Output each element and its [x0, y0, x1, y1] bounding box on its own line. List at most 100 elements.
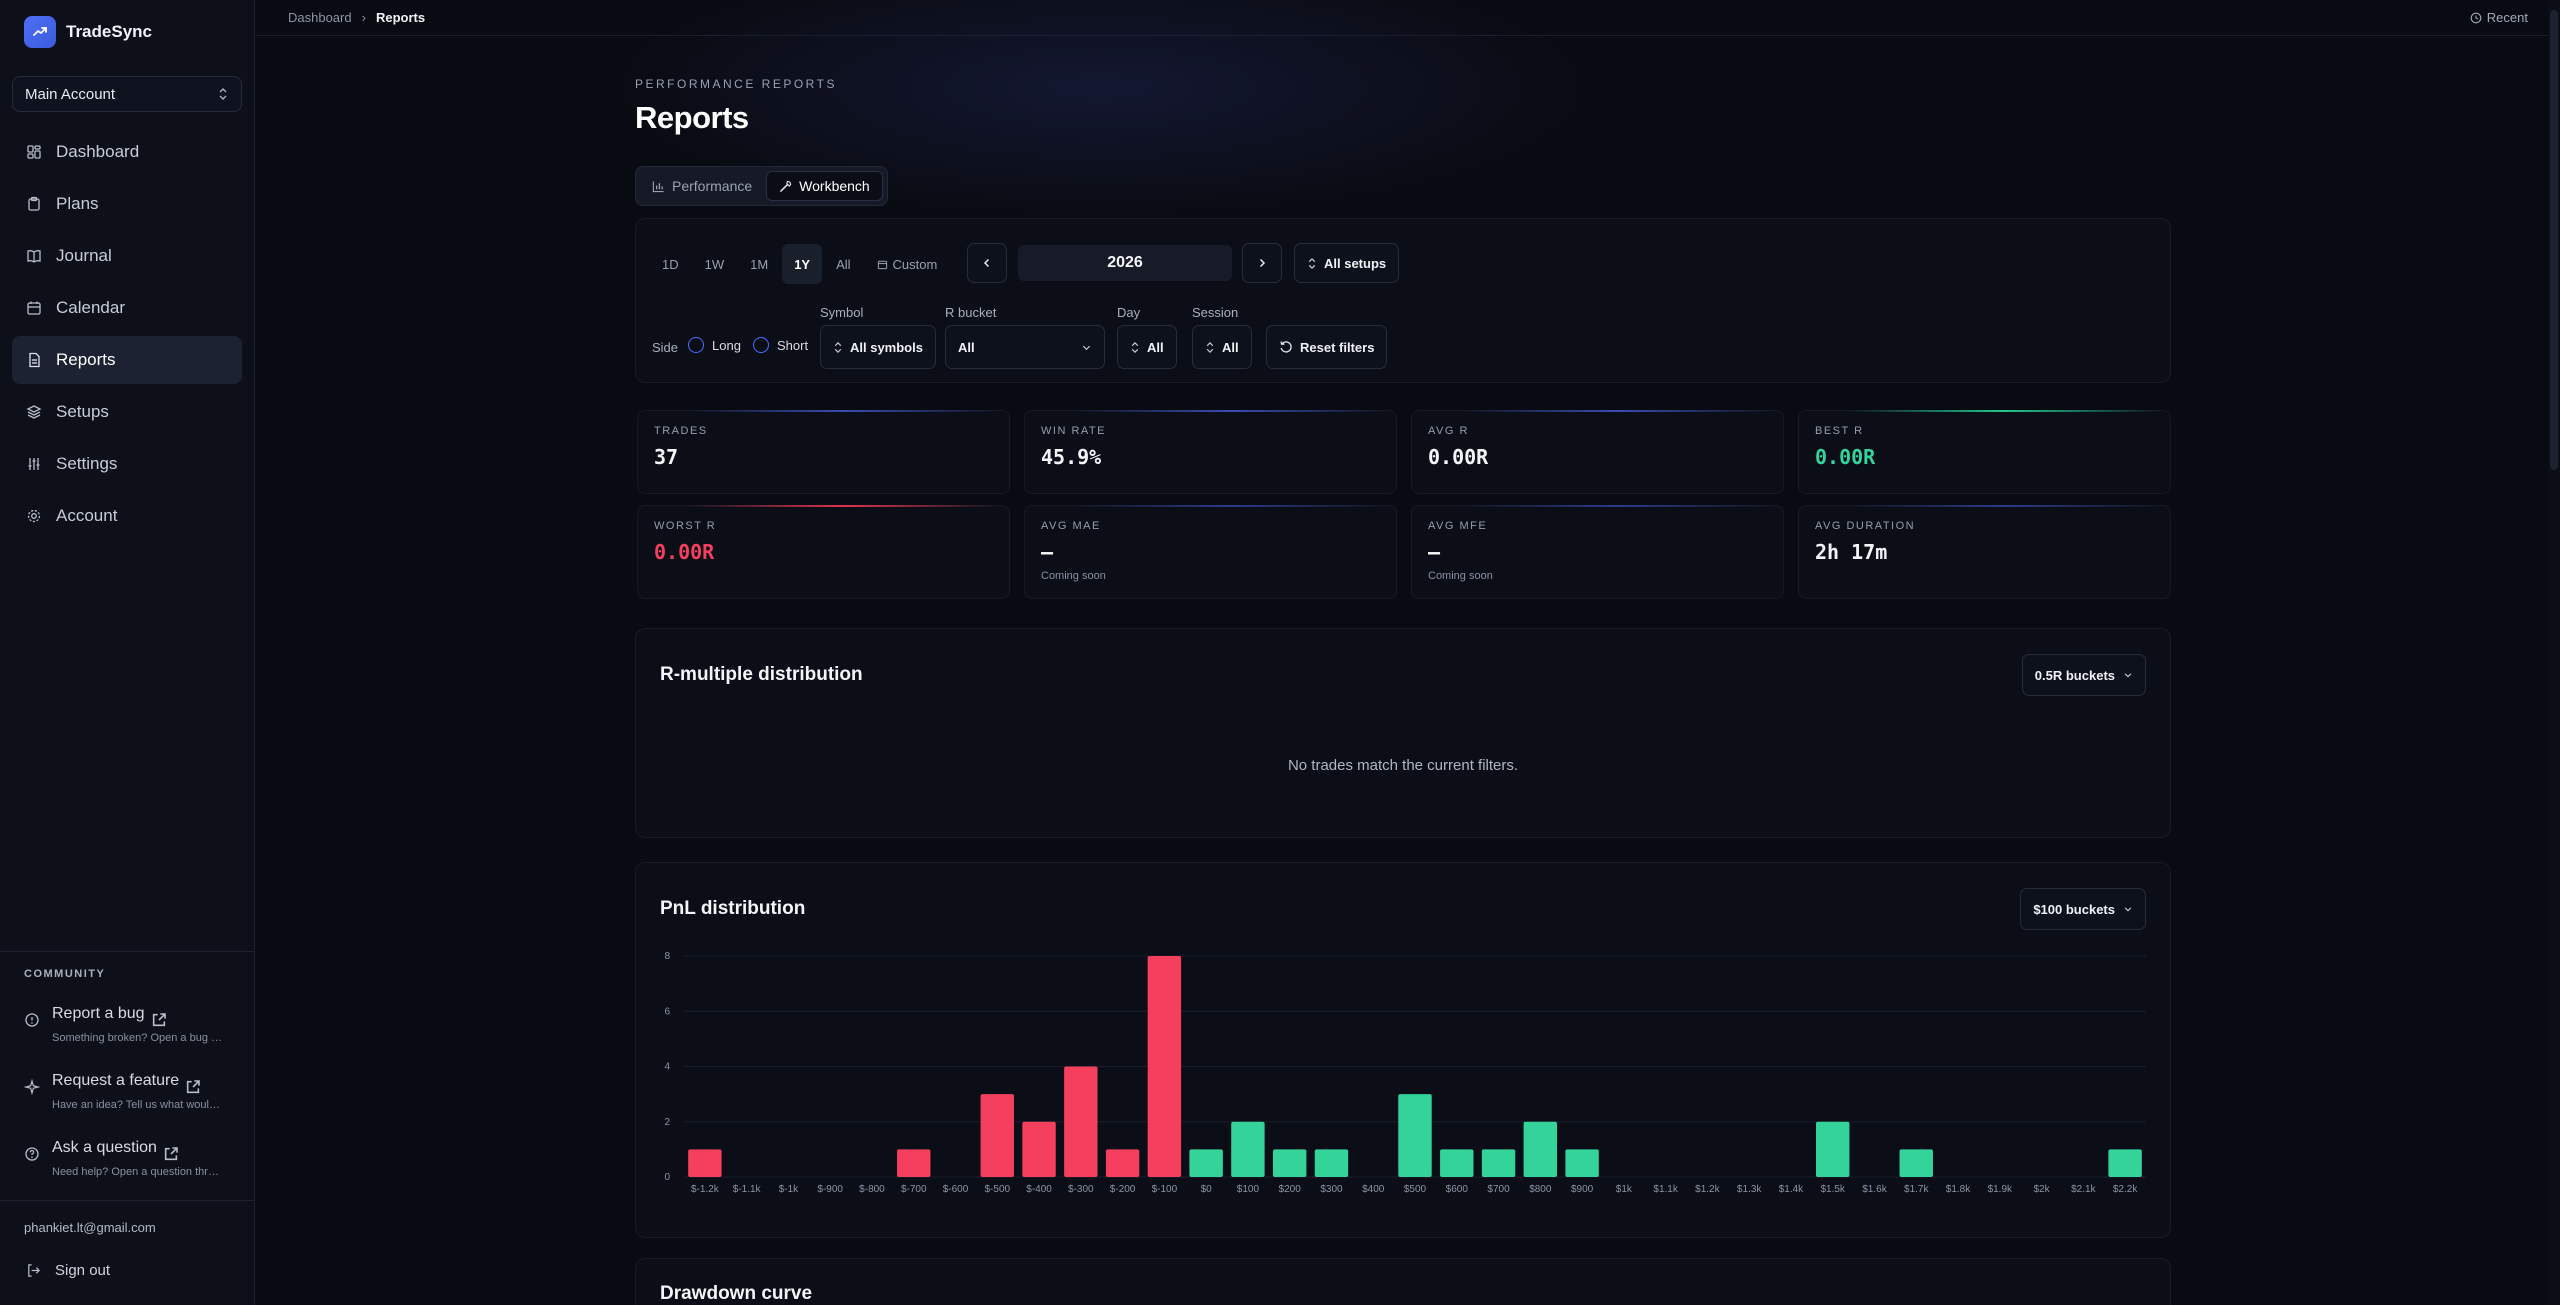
- pnl-bar: [1440, 1149, 1474, 1177]
- y-tick-label: 8: [664, 951, 670, 962]
- sidebar-item-setups[interactable]: Setups: [12, 388, 242, 436]
- scrollbar-thumb[interactable]: [2550, 10, 2558, 470]
- symbol-label: Symbol: [820, 305, 864, 320]
- breadcrumb: Dashboard › Reports: [288, 10, 425, 25]
- page-eyebrow: PERFORMANCE REPORTS: [635, 77, 837, 91]
- account-selector-value: Main Account: [25, 85, 116, 103]
- sidebar-item-label: Settings: [56, 454, 118, 473]
- symbol-select-value: All symbols: [850, 339, 923, 355]
- report-tabs: Performance Workbench: [635, 166, 888, 206]
- sidebar-item-label: Calendar: [56, 298, 125, 317]
- chevron-updown-icon: [1131, 341, 1139, 353]
- pnl-bar: [1231, 1121, 1265, 1177]
- clipboard-icon: [28, 196, 40, 211]
- account-selector[interactable]: Main Account: [12, 76, 242, 112]
- reset-filters-button[interactable]: Reset filters: [1266, 325, 1388, 369]
- range-1m-button[interactable]: 1M: [738, 244, 780, 284]
- sidebar-item-settings[interactable]: Settings: [12, 440, 242, 488]
- topbar: Dashboard › Reports Recent: [256, 0, 2548, 36]
- request-feature-link[interactable]: Request a feature Have an idea? Tell us …: [24, 1067, 244, 1111]
- stat-subtext: Coming soon: [1041, 570, 1106, 582]
- recent-button[interactable]: Recent: [2470, 10, 2528, 25]
- report-bug-subtitle: Something broken? Open a bug re...: [52, 1032, 224, 1044]
- range-all-button[interactable]: All: [824, 244, 862, 284]
- radio-circle: [688, 337, 704, 353]
- r-bucket-size-select[interactable]: 0.5R buckets: [2021, 654, 2146, 696]
- stat-card-win-rate: WIN RATE 45.9%: [1024, 410, 1397, 494]
- range-label: 1W: [704, 256, 725, 272]
- x-tick-label: $2.1k: [2071, 1184, 2096, 1195]
- day-select[interactable]: All: [1117, 325, 1177, 369]
- stat-value: 2h 17m: [1815, 540, 1888, 564]
- sidebar-item-journal[interactable]: Journal: [12, 232, 242, 280]
- sidebar-item-plans[interactable]: Plans: [12, 180, 242, 228]
- pnl-bar: [2108, 1149, 2142, 1177]
- day-label: Day: [1117, 305, 1141, 320]
- sidebar-item-calendar[interactable]: Calendar: [12, 284, 242, 332]
- ask-question-link[interactable]: Ask a question Need help? Open a questio…: [24, 1134, 244, 1178]
- page-scrollbar[interactable]: [2548, 0, 2560, 1305]
- drawdown-panel: Drawdown curve: [635, 1258, 2171, 1305]
- tab-performance[interactable]: Performance: [640, 171, 764, 201]
- range-1w-button[interactable]: 1W: [693, 244, 737, 284]
- side-short-radio[interactable]: Short: [753, 337, 808, 353]
- report-bug-link[interactable]: Report a bug Something broken? Open a bu…: [24, 1000, 244, 1044]
- alert-circle-icon: [25, 1013, 39, 1027]
- pnl-distribution-chart: 0 2 4 6 8 $-1.2k $-1.1k $-1k $-900 $-800 $-700 $-60…: [664, 951, 2146, 1195]
- pnl-bucket-size-value: $100 buckets: [2033, 901, 2115, 917]
- x-tick-label: $1.4k: [1779, 1184, 1804, 1195]
- y-tick-label: 4: [664, 1062, 670, 1073]
- range-1d-button[interactable]: 1D: [650, 244, 691, 284]
- setups-select[interactable]: All setups: [1294, 243, 1400, 283]
- prev-period-button[interactable]: [967, 243, 1007, 283]
- x-tick-label: $-500: [984, 1184, 1010, 1195]
- stat-accent-line: [1075, 505, 1386, 507]
- community-heading: COMMUNITY: [24, 968, 106, 980]
- r-distribution-empty-message: No trades match the current filters.: [1287, 757, 1519, 774]
- sparkle-icon: [24, 1079, 40, 1095]
- side-long-radio[interactable]: Long: [688, 337, 741, 353]
- chevron-updown-icon: [219, 88, 227, 100]
- range-1y-button[interactable]: 1Y: [782, 244, 823, 284]
- external-link-icon: [152, 1013, 166, 1027]
- session-select[interactable]: All: [1192, 325, 1252, 369]
- request-feature-subtitle: Have an idea? Tell us what would ...: [52, 1099, 224, 1111]
- request-feature-title: Request a feature: [52, 1072, 180, 1089]
- stat-label: WIN RATE: [1041, 425, 1106, 437]
- stat-accent-line: [1849, 410, 2160, 412]
- pnl-bar: [1398, 1094, 1432, 1177]
- reset-filters-label: Reset filters: [1300, 339, 1375, 355]
- x-tick-label: $-1k: [779, 1184, 799, 1195]
- sidebar-item-dashboard[interactable]: Dashboard: [12, 128, 242, 176]
- brand[interactable]: TradeSync: [24, 16, 152, 48]
- ask-question-title: Ask a question: [52, 1139, 157, 1156]
- next-period-button[interactable]: [1242, 243, 1282, 283]
- bar-chart-icon: [652, 180, 664, 192]
- sidebar-item-account[interactable]: Account: [12, 492, 242, 540]
- user-email: phankiet.lt@gmail.com: [24, 1220, 156, 1235]
- x-tick-label: $100: [1237, 1184, 1260, 1195]
- stat-label: AVG MFE: [1428, 520, 1488, 532]
- pnl-bar: [1816, 1121, 1850, 1177]
- range-custom-button[interactable]: Custom: [865, 244, 950, 284]
- x-tick-label: $800: [1529, 1184, 1552, 1195]
- x-tick-label: $1.5k: [1820, 1184, 1845, 1195]
- r-bucket-size-value: 0.5R buckets: [2034, 667, 2115, 683]
- breadcrumb-parent[interactable]: Dashboard: [288, 10, 352, 25]
- symbol-select[interactable]: All symbols: [820, 325, 936, 369]
- x-tick-label: $1.9k: [1988, 1184, 2013, 1195]
- chevron-updown-icon: [1206, 341, 1214, 353]
- sidebar-item-reports[interactable]: Reports: [12, 336, 242, 384]
- pnl-bucket-size-select[interactable]: $100 buckets: [2020, 888, 2146, 930]
- rbucket-select[interactable]: All: [945, 325, 1105, 369]
- sidebar-item-label: Setups: [56, 402, 109, 421]
- pnl-bar: [1565, 1149, 1599, 1177]
- pnl-bar: [1481, 1149, 1516, 1177]
- wrench-icon: [780, 180, 792, 192]
- tab-workbench[interactable]: Workbench: [766, 171, 883, 201]
- stat-accent-line: [1849, 505, 2160, 507]
- external-link-icon: [164, 1147, 178, 1161]
- stat-accent-line: [688, 505, 999, 507]
- pnl-bar: [1064, 1066, 1098, 1177]
- sign-out-button[interactable]: Sign out: [26, 1262, 110, 1279]
